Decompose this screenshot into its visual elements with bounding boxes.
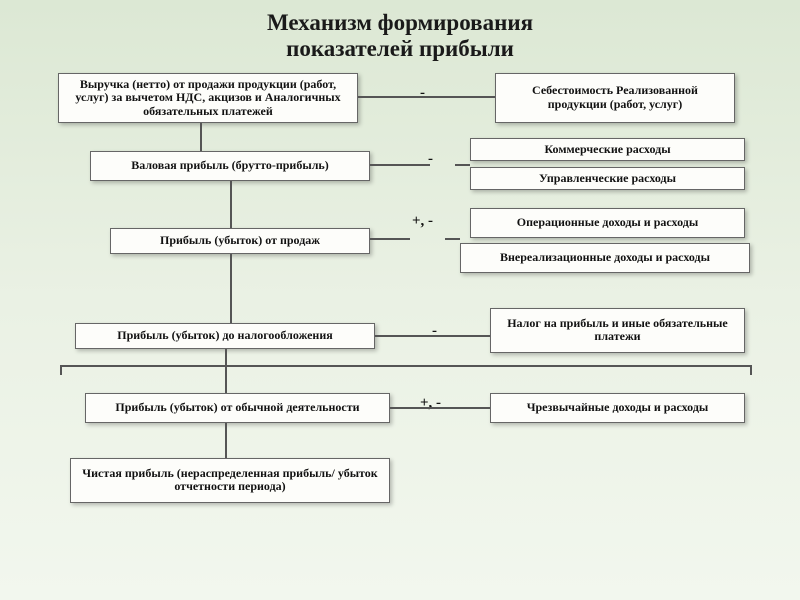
- title-line1: Механизм формирования: [267, 10, 533, 35]
- page-title: Механизм формирования показателей прибыл…: [0, 0, 800, 63]
- connector-0: [358, 96, 495, 98]
- flow-box-b9: Прибыль (убыток) до налогообложения: [75, 323, 375, 349]
- connector-3: [200, 123, 202, 151]
- connector-13: [60, 365, 62, 375]
- title-line2: показателей прибыли: [286, 36, 514, 61]
- flow-box-b3: Валовая прибыль (брутто-прибыль): [90, 151, 370, 181]
- connector-1: [455, 164, 470, 166]
- flowchart: Выручка (нетто) от продажи продукции (ра…: [0, 63, 800, 583]
- flow-box-b1: Выручка (нетто) от продажи продукции (ра…: [58, 73, 358, 123]
- connector-2: [370, 164, 430, 166]
- connector-12: [60, 365, 752, 367]
- connector-6: [230, 181, 232, 228]
- connector-5: [370, 238, 410, 240]
- operator-o1: -: [420, 85, 425, 102]
- flow-box-b10: Налог на прибыль и иные обязательные пла…: [490, 308, 745, 353]
- flow-box-b13: Чистая прибыль (нераспределенная прибыль…: [70, 458, 390, 503]
- flow-box-b5: Управленческие расходы: [470, 167, 745, 190]
- operator-o3: +, -: [412, 213, 433, 230]
- flow-box-b6: Прибыль (убыток) от продаж: [110, 228, 370, 254]
- flow-box-b8: Внереализационные доходы и расходы: [460, 243, 750, 273]
- flow-box-b11: Прибыль (убыток) от обычной деятельности: [85, 393, 390, 423]
- connector-14: [750, 365, 752, 375]
- flow-box-b4: Коммерческие расходы: [470, 138, 745, 161]
- connector-7: [230, 254, 232, 323]
- connector-4: [445, 238, 460, 240]
- operator-o5: +, -: [420, 395, 441, 412]
- flow-box-b2: Себестоимость Реализованной продукции (р…: [495, 73, 735, 123]
- connector-8: [375, 335, 490, 337]
- flow-box-b7: Операционные доходы и расходы: [470, 208, 745, 238]
- connector-9: [225, 349, 227, 393]
- operator-o4: -: [432, 323, 437, 340]
- connector-11: [225, 423, 227, 458]
- connector-10: [390, 407, 490, 409]
- flow-box-b12: Чрезвычайные доходы и расходы: [490, 393, 745, 423]
